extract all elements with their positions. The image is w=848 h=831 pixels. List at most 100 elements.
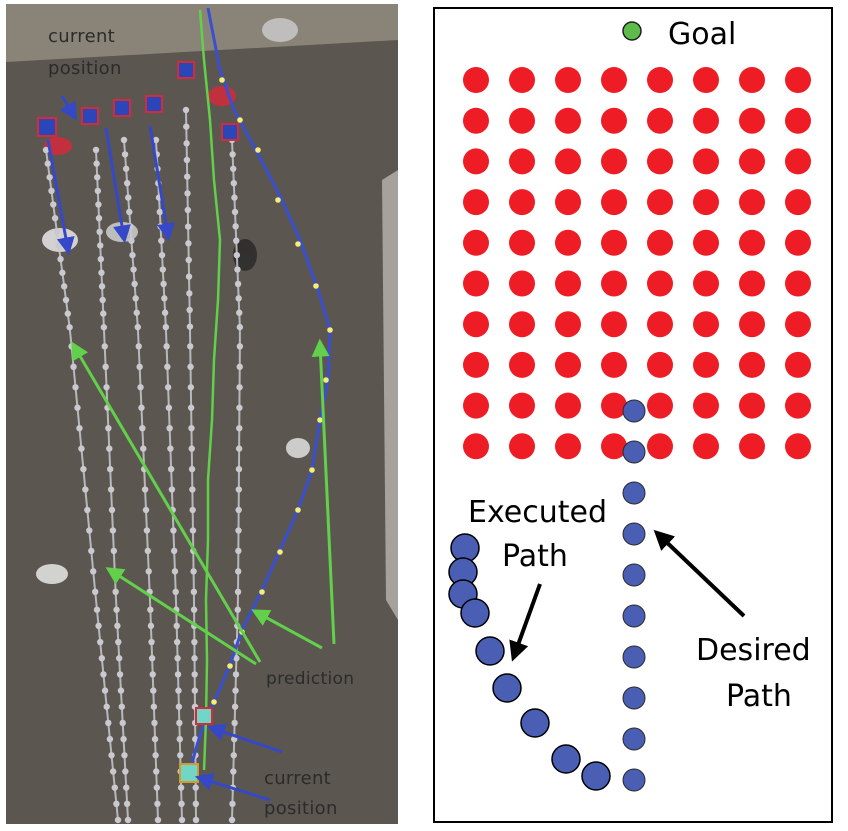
track-point <box>164 384 172 391</box>
track-point <box>82 486 89 493</box>
track-point <box>106 465 114 473</box>
position-marker <box>145 95 163 113</box>
trajectory-point <box>295 241 301 247</box>
track-point <box>109 527 117 534</box>
track-point <box>173 638 181 646</box>
track-point <box>149 671 156 678</box>
desired-pointer-arrow <box>653 529 746 618</box>
track-point <box>97 255 105 263</box>
track-point <box>70 363 77 371</box>
obstacle-dot <box>739 189 765 216</box>
obstacle-dot <box>555 67 581 93</box>
track-point <box>117 687 125 694</box>
track-point <box>127 223 134 230</box>
executed-path-dot <box>475 636 505 666</box>
obstacle-dot <box>739 107 765 134</box>
obstacle-dot <box>601 270 627 297</box>
track-point <box>103 703 110 710</box>
obstacle-dot <box>647 433 673 460</box>
obstacle-dot <box>463 433 489 460</box>
track-point <box>161 295 168 302</box>
track-point <box>153 768 160 775</box>
track-point <box>189 527 197 534</box>
track-point <box>100 324 108 331</box>
track-point <box>131 280 138 288</box>
track-point <box>51 214 59 222</box>
track-point <box>130 266 137 273</box>
obstacle-dot <box>693 351 719 378</box>
track-point <box>119 719 126 727</box>
track-point <box>113 800 120 808</box>
track-point <box>154 816 162 824</box>
track-point <box>158 237 165 244</box>
prediction-label: prediction <box>266 669 354 689</box>
trajectory-point <box>317 417 323 423</box>
track-point <box>156 208 163 216</box>
goal-marker <box>622 21 642 41</box>
obstacle-dot <box>693 148 719 175</box>
obstacle-dot <box>739 148 765 175</box>
track-point <box>120 735 127 743</box>
track-point <box>139 424 146 432</box>
track-point <box>124 816 132 824</box>
obstacle-dot <box>693 189 719 216</box>
desired-path-dot <box>622 768 646 792</box>
track-point <box>95 201 102 208</box>
obstacle-dot <box>693 67 719 93</box>
track-point <box>92 588 99 596</box>
track-point <box>93 606 101 613</box>
track-point <box>184 173 191 180</box>
track-point <box>137 384 144 391</box>
path-planning-panel: Goal Executed Path Desired Path <box>433 7 833 823</box>
obstacle-dot <box>509 392 535 419</box>
track-point <box>42 146 50 154</box>
track-point <box>233 251 241 259</box>
track-point <box>170 527 177 534</box>
track-point <box>132 295 139 302</box>
executed-path-dot <box>551 744 581 774</box>
track-point <box>187 404 195 411</box>
track-point <box>184 190 191 197</box>
track-point <box>84 506 91 514</box>
executed-path-dot <box>581 761 611 791</box>
obstacle-dot <box>463 229 489 256</box>
obstacle-dot <box>739 67 765 93</box>
desired-path-dot <box>622 727 646 751</box>
obstacle-dot <box>555 392 581 419</box>
track-point <box>98 655 106 662</box>
track-point <box>186 290 193 297</box>
obstacle-dot <box>601 433 627 460</box>
track-point <box>175 687 182 694</box>
current-position-label-top-line2: position <box>48 58 122 79</box>
track-point <box>182 106 190 114</box>
current-position-markers <box>37 61 239 141</box>
track-point <box>150 687 157 694</box>
executed-path <box>448 533 611 791</box>
obstacle-dot <box>555 148 581 175</box>
obstacle-dot <box>785 229 811 256</box>
track-point <box>99 296 106 304</box>
obstacle-dot <box>509 229 535 256</box>
track-point <box>236 323 244 331</box>
track-point <box>108 506 116 514</box>
green-trajectory <box>198 9 222 771</box>
track-point <box>171 568 179 575</box>
executed-path-dot <box>460 598 490 628</box>
track-point <box>188 424 195 432</box>
track-point <box>92 146 100 154</box>
track-point <box>114 816 122 824</box>
track-point <box>100 671 107 678</box>
track-point <box>189 486 196 493</box>
current-position-arrows <box>194 723 283 802</box>
track-point <box>108 752 115 759</box>
obstacle-dot <box>509 189 535 216</box>
track-point <box>170 547 178 555</box>
executed-path-dot <box>520 708 550 738</box>
track-point <box>93 160 100 167</box>
obstacle-dot <box>647 107 673 134</box>
track-point <box>231 719 238 727</box>
track-point <box>162 323 170 331</box>
track-point <box>141 486 149 493</box>
track-point <box>138 404 145 411</box>
obstacle-dot <box>647 311 673 338</box>
